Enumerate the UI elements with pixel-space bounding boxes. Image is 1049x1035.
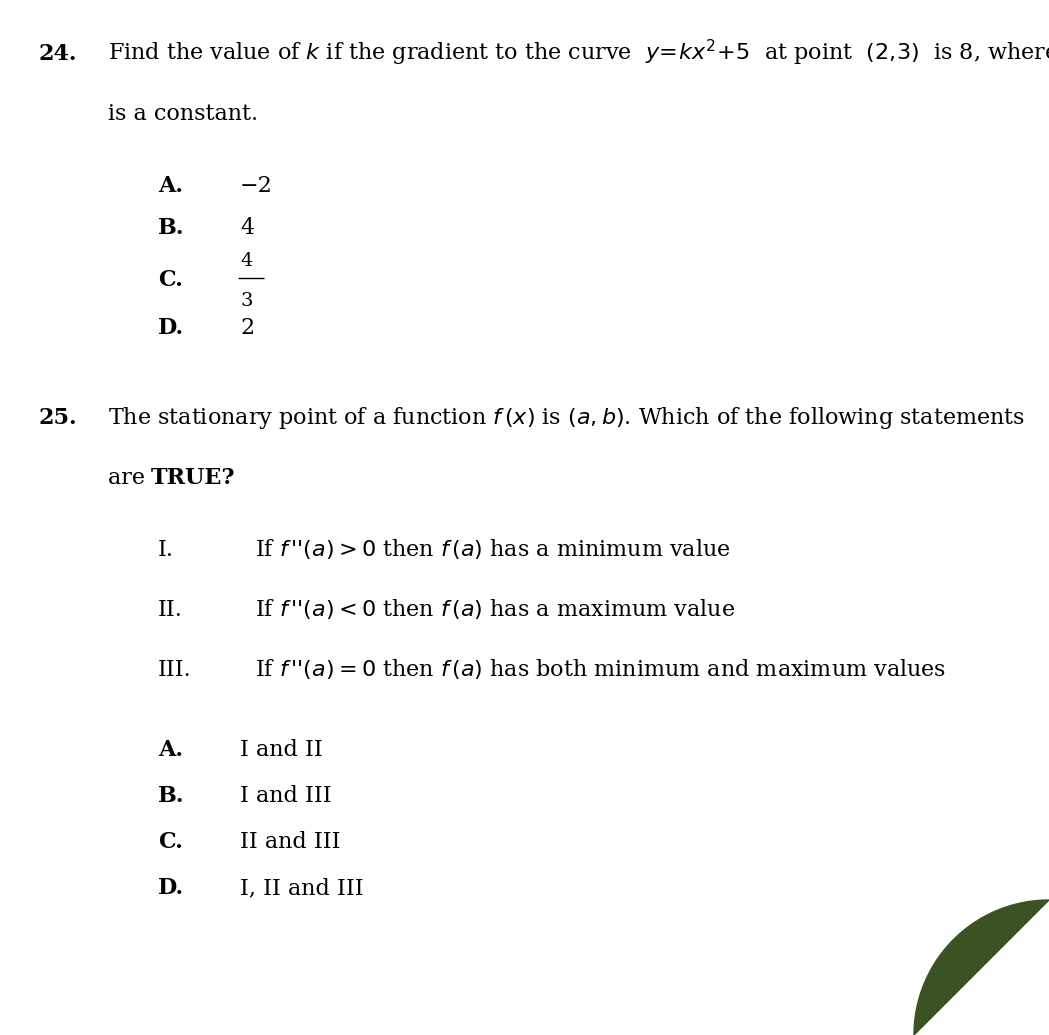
Text: I.: I. <box>158 539 174 561</box>
Text: If $f\,\text{''}(a)>0$ then $f\,(a)$ has a minimum value: If $f\,\text{''}(a)>0$ then $f\,(a)$ has… <box>255 537 731 561</box>
Text: C.: C. <box>158 831 183 853</box>
Text: is a constant.: is a constant. <box>108 104 258 125</box>
Text: 24.: 24. <box>38 43 77 65</box>
Text: I, II and III: I, II and III <box>240 877 364 899</box>
Text: Find the value of $k$ if the gradient to the curve  $y\!=\!kx^{2}\!+\!5$  at poi: Find the value of $k$ if the gradient to… <box>108 37 1049 68</box>
Text: I and III: I and III <box>240 785 331 807</box>
Text: TRUE?: TRUE? <box>151 467 235 489</box>
Text: 3: 3 <box>240 292 253 310</box>
Text: II and III: II and III <box>240 831 341 853</box>
Text: III.: III. <box>158 659 192 681</box>
Text: B.: B. <box>158 785 185 807</box>
Text: I and II: I and II <box>240 739 323 761</box>
Text: If $f\,\text{''}(a)<0$ then $f\,(a)$ has a maximum value: If $f\,\text{''}(a)<0$ then $f\,(a)$ has… <box>255 597 735 621</box>
Text: B.: B. <box>158 217 185 239</box>
Text: 4: 4 <box>240 217 254 239</box>
Text: D.: D. <box>158 877 185 899</box>
Text: D.: D. <box>158 317 185 339</box>
Polygon shape <box>914 900 1049 1035</box>
Text: 2: 2 <box>240 317 254 339</box>
Text: If $f\,\text{''}(a)=0$ then $f\,(a)$ has both minimum and maximum values: If $f\,\text{''}(a)=0$ then $f\,(a)$ has… <box>255 657 946 681</box>
Text: A.: A. <box>158 739 183 761</box>
Text: C.: C. <box>158 269 183 291</box>
Text: The stationary point of a function $f\,(x)$ is $\left(a,b\right)$. Which of the : The stationary point of a function $f\,(… <box>108 405 1025 431</box>
Text: II.: II. <box>158 599 183 621</box>
Text: A.: A. <box>158 175 183 197</box>
Text: 4: 4 <box>240 252 253 270</box>
Text: 25.: 25. <box>38 407 77 428</box>
Text: −2: −2 <box>240 175 273 197</box>
Text: are: are <box>108 467 152 489</box>
